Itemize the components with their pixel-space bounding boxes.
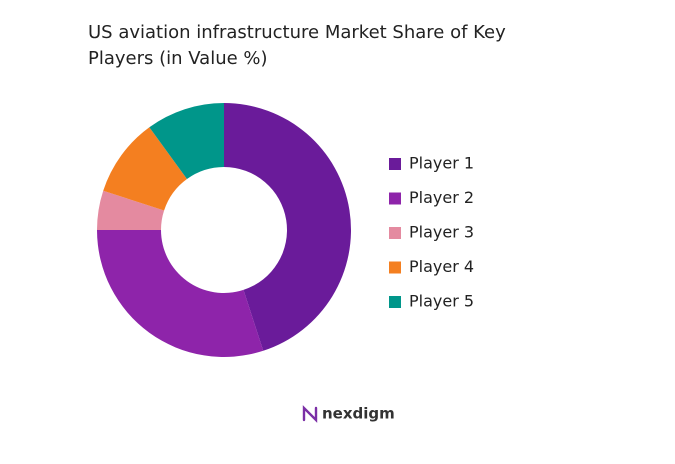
donut-slice xyxy=(97,190,165,230)
donut-slice xyxy=(103,127,187,211)
legend-label: Player 1 xyxy=(409,154,474,173)
legend-swatch xyxy=(389,158,401,170)
logo-icon xyxy=(302,405,318,423)
legend-swatch xyxy=(389,261,401,274)
legend-swatch xyxy=(389,296,401,308)
legend-swatch xyxy=(389,192,401,205)
donut-slice xyxy=(97,230,264,358)
legend-swatch xyxy=(389,227,401,239)
legend-label: Player 4 xyxy=(409,257,474,276)
legend-label: Player 3 xyxy=(409,223,474,242)
chart-title: US aviation infrastructure Market Share … xyxy=(88,22,506,69)
donut-slice xyxy=(149,103,224,180)
legend-label: Player 5 xyxy=(409,292,474,311)
legend-label: Player 2 xyxy=(409,188,474,207)
donut-slice xyxy=(224,103,352,351)
logo-text: nexdigm xyxy=(322,405,395,423)
